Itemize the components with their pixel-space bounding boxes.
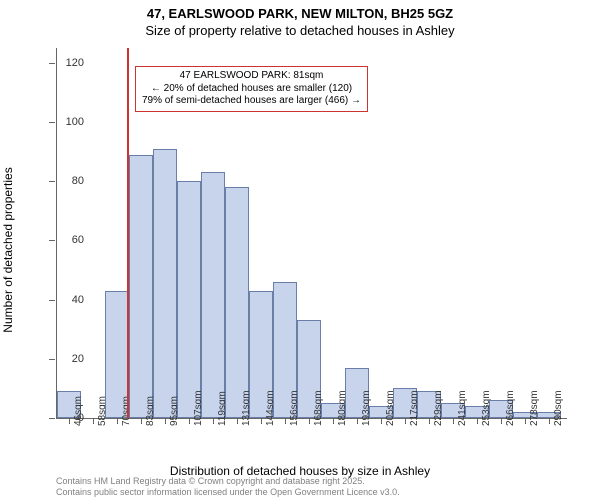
y-tick	[49, 359, 55, 360]
x-tick-label: 278sqm	[529, 390, 540, 426]
x-tick	[165, 419, 166, 424]
x-tick	[261, 419, 262, 424]
y-tick	[49, 240, 55, 241]
x-tick	[477, 419, 478, 424]
histogram-bar	[201, 172, 225, 418]
y-tick-label: 40	[72, 294, 84, 306]
x-tick	[237, 419, 238, 424]
y-tick-label: 80	[72, 175, 84, 187]
x-tick	[141, 419, 142, 424]
footer-line1: Contains HM Land Registry data © Crown c…	[56, 476, 400, 487]
histogram-bar	[225, 187, 249, 418]
x-tick	[549, 419, 550, 424]
y-tick-label: 100	[66, 116, 84, 128]
x-tick	[357, 419, 358, 424]
page-title: 47, EARLSWOOD PARK, NEW MILTON, BH25 5GZ	[0, 0, 600, 23]
x-tick	[453, 419, 454, 424]
annotation-box: 47 EARLSWOOD PARK: 81sqm← 20% of detache…	[135, 66, 368, 112]
histogram-bar	[129, 155, 153, 418]
y-tick-label: 20	[72, 353, 84, 365]
x-tick	[285, 419, 286, 424]
footer-attribution: Contains HM Land Registry data © Crown c…	[56, 476, 400, 498]
histogram-bar	[177, 181, 201, 418]
x-tick	[93, 419, 94, 424]
chart-container: 47, EARLSWOOD PARK, NEW MILTON, BH25 5GZ…	[0, 0, 600, 500]
x-tick-label: 290sqm	[553, 390, 564, 426]
y-axis-label: Number of detached properties	[1, 167, 15, 332]
x-tick	[405, 419, 406, 424]
x-tick	[213, 419, 214, 424]
x-tick	[69, 419, 70, 424]
footer-line2: Contains public sector information licen…	[56, 487, 400, 498]
x-tick-label: 266sqm	[505, 390, 516, 426]
page-subtitle: Size of property relative to detached ho…	[0, 23, 600, 42]
x-tick	[189, 419, 190, 424]
plot-area: 46sqm58sqm70sqm83sqm95sqm107sqm119sqm131…	[56, 48, 567, 419]
histogram-bar	[153, 149, 177, 418]
y-tick	[49, 181, 55, 182]
x-tick	[309, 419, 310, 424]
y-tick-label: 0	[78, 412, 84, 424]
annotation-line: ← 20% of detached houses are smaller (12…	[142, 83, 361, 96]
y-tick	[49, 122, 55, 123]
x-tick	[429, 419, 430, 424]
x-tick	[525, 419, 526, 424]
annotation-line: 47 EARLSWOOD PARK: 81sqm	[142, 70, 361, 83]
y-tick-label: 120	[66, 57, 84, 69]
y-tick	[49, 300, 55, 301]
y-tick	[49, 418, 55, 419]
reference-line	[127, 48, 129, 418]
y-tick-label: 60	[72, 234, 84, 246]
x-tick	[381, 419, 382, 424]
x-tick	[333, 419, 334, 424]
chart-area: 46sqm58sqm70sqm83sqm95sqm107sqm119sqm131…	[56, 48, 566, 418]
y-tick	[49, 63, 55, 64]
x-tick	[117, 419, 118, 424]
x-tick	[501, 419, 502, 424]
annotation-line: 79% of semi-detached houses are larger (…	[142, 95, 361, 108]
